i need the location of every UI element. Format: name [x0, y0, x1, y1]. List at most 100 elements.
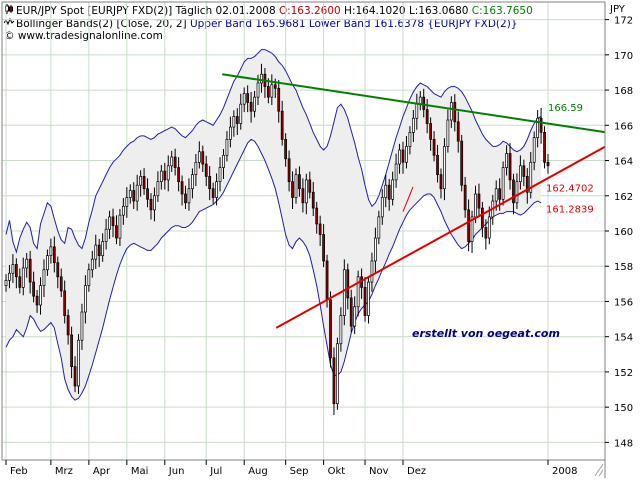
author-annotation: erstellt von oegeat.com: [412, 327, 560, 340]
candle: [163, 162, 167, 190]
candle: [356, 270, 360, 317]
candle: [66, 309, 70, 345]
candles: [4, 63, 550, 416]
candle: [115, 215, 118, 245]
candle-body: [277, 87, 281, 112]
candle-body: [280, 110, 284, 140]
candle-body: [46, 255, 49, 271]
candle: [63, 280, 67, 324]
candle: [52, 236, 56, 273]
x-tick-label: Jun: [168, 466, 185, 477]
candle: [353, 296, 357, 335]
candle: [239, 93, 243, 130]
candle-body: [70, 334, 73, 367]
y-tick-label: 172: [614, 16, 633, 27]
candle-body: [42, 269, 46, 286]
x-tick-label: Apr: [93, 466, 111, 477]
candle-body: [460, 140, 464, 186]
candle: [315, 201, 319, 234]
high-value: H:164.1020: [344, 5, 406, 17]
header-copyright-line: © www.tradesignalonline.com: [4, 30, 163, 42]
candle: [512, 173, 515, 215]
candle: [11, 254, 15, 283]
candle-body: [308, 179, 312, 193]
candle-body: [115, 225, 118, 239]
open-value: O:163.2600: [278, 5, 341, 17]
candle: [194, 154, 198, 187]
candle-body: [184, 193, 187, 204]
candle-body: [166, 165, 170, 181]
candle-body: [318, 223, 322, 235]
candle-body: [508, 153, 512, 181]
candle: [173, 148, 177, 176]
candle-body: [90, 258, 94, 271]
candle-body: [311, 191, 315, 209]
candle-body: [253, 96, 256, 112]
candle-body: [25, 258, 29, 269]
y-tick-label: 158: [614, 262, 633, 273]
candle-body: [170, 156, 174, 167]
candle: [456, 111, 460, 153]
candle-body: [266, 86, 270, 98]
candle-body: [363, 287, 367, 316]
x-tick-label: Sep: [290, 466, 309, 477]
annotations: 166.59 162.4702 161.2839 erstellt von oegea…: [412, 103, 594, 340]
candle-body: [474, 193, 477, 218]
candle: [108, 210, 111, 239]
period-label: Täglich: [175, 5, 213, 17]
candle: [408, 126, 412, 155]
candle: [84, 275, 87, 324]
candle: [336, 337, 339, 410]
candle: [170, 150, 174, 172]
candle: [349, 289, 353, 333]
candle-body: [194, 161, 198, 175]
candle-body: [146, 188, 149, 200]
y-tick-label: 154: [614, 333, 633, 344]
candle: [277, 80, 281, 123]
candle-body: [405, 146, 408, 163]
candle-body: [429, 123, 433, 140]
candle: [184, 185, 187, 209]
candle-body: [356, 276, 360, 308]
candle: [146, 178, 149, 208]
candle: [536, 109, 540, 148]
candle-body: [125, 197, 129, 207]
x-tick-label: Mrz: [55, 466, 73, 477]
candle: [318, 215, 322, 246]
candle: [474, 185, 477, 224]
candle: [484, 219, 488, 250]
candle: [49, 238, 53, 264]
candle: [287, 150, 291, 192]
candle: [39, 277, 42, 315]
candle: [298, 166, 301, 197]
candle-body: [470, 216, 474, 242]
candle: [291, 171, 294, 209]
candle-body: [342, 269, 346, 316]
candle: [280, 100, 284, 146]
candle-body: [546, 161, 550, 167]
candle: [97, 238, 101, 268]
candle-body: [477, 193, 481, 209]
candle: [260, 63, 263, 93]
candle: [125, 187, 129, 218]
candle-body: [59, 276, 63, 292]
candle-body: [512, 179, 515, 204]
x-tick-label: Jul: [209, 466, 222, 477]
candle-body: [132, 190, 136, 202]
candle-body: [387, 184, 391, 200]
candle: [166, 155, 170, 192]
candle: [411, 109, 415, 143]
candle-body: [315, 207, 319, 225]
candle: [156, 171, 160, 202]
candle-body: [52, 246, 56, 264]
x-tick-label: Dez: [407, 466, 426, 477]
candle: [253, 90, 256, 118]
candle: [443, 138, 446, 201]
candle-body: [118, 214, 122, 239]
candle: [59, 268, 63, 298]
candle-body: [284, 139, 288, 160]
candle: [374, 227, 377, 273]
candle: [70, 326, 73, 379]
candle: [387, 179, 391, 211]
candle: [266, 78, 270, 104]
